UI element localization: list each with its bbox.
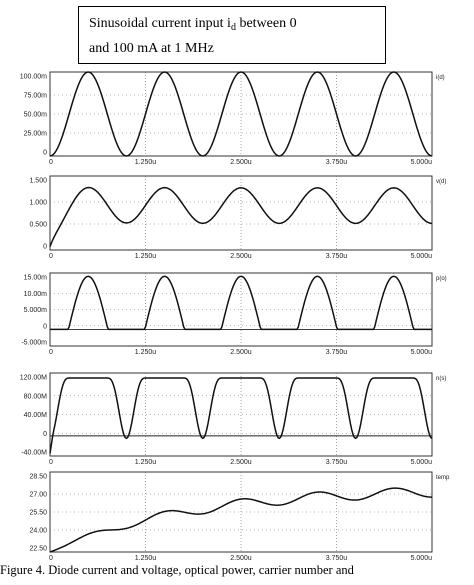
panel-1-ytick-4: 25.00m [24,131,48,138]
figure-caption: Figure 4. Diode current and voltage, opt… [0,563,354,577]
panel-4-ytick-1: 120.00M [20,375,47,382]
panel-3-xtick-2: 1.250u [135,349,157,356]
panel-2-xtick-5: 5.000u [411,253,433,260]
panel-3-corner-label: p(o) [436,276,447,282]
panel-3-xtick-4: 3.750u [326,349,348,356]
panel-5-ytick-2: 27.00 [29,492,47,499]
panel-3-xtick-5: 5.000u [411,349,433,356]
panel-3-ytick-2: 10.00m [24,291,48,298]
panel-1-waveform [49,71,433,157]
panel-1-ytick-2: 75.00m [24,93,48,100]
panel-1-xtick-4: 3.750u [326,159,348,166]
panel-3-waveform [50,275,432,331]
panel-5-corner-label: temp [436,475,450,481]
panel-5-ytick-3: 25.50 [29,510,47,517]
panel-1-ytick-1: 100.00m [20,74,47,81]
panel-2-ytick-3: 0.500 [29,222,47,229]
panel-1-xtick-3: 2.500u [230,159,252,166]
panel-4-xtick-4: 3.750u [326,459,348,466]
panel-5-xtick-3: 2.500u [230,555,252,560]
panel-5-ytick-4: 24.00 [29,528,47,535]
panel-4-waveform [49,377,433,454]
panel-2-ytick-2: 1.000 [29,200,47,207]
panel-3-ytick-5: -5.000m [21,340,47,347]
panel-3-ytick-4: 0 [43,323,47,330]
panel-5-xtick-4: 3.750u [326,555,348,560]
panel-5-xtick-1: 0 [49,555,53,560]
panel-4-xtick-3: 2.500u [230,459,252,466]
panel-4-xtick-1: 0 [49,459,53,466]
panel-4-xtick-2: 1.250u [135,459,157,466]
panel-5-xtick-5: 5.000u [411,555,433,560]
panel-2-xtick-3: 2.500u [230,253,252,260]
panel-1-xtick-2: 1.250u [135,159,157,166]
panel-3-xtick-3: 2.500u [230,349,252,356]
callout-text-3: and 100 mA at 1 MHz [89,41,214,56]
panel-4-ytick-4: 0 [43,431,47,438]
panel-2-xtick-1: 0 [49,253,53,260]
panel-2-xtick-2: 1.250u [135,253,157,260]
panel-4-ytick-5: -40.00M [21,450,47,457]
annotation-box: Sinusoidal current input id between 0 an… [78,6,386,64]
panel-2-ytick-4: 0 [43,244,47,251]
panel-3-xtick-1: 0 [49,349,53,356]
panel-4-ytick-3: 40.00M [24,412,48,419]
panel-5-ytick-5: 22.50 [29,546,47,553]
panel-1-ytick-3: 50.00m [24,112,48,119]
panel-1-xtick-1: 0 [49,159,53,166]
panel-3-ytick-3: 5.000m [24,307,48,314]
panel-2-corner-label: v(d) [436,179,446,185]
panel-2-xtick-4: 3.750u [326,253,348,260]
panel-2-ytick-1: 1.500 [29,178,47,185]
panel-3-ytick-1: 15.00m [24,275,48,282]
panel-4-ytick-2: 80.00M [24,393,48,400]
panel-1-corner-label: i(d) [436,75,445,81]
callout-subscript: d [230,22,236,33]
panel-2-waveform [49,186,433,247]
callout-text-1: Sinusoidal current input i [89,16,231,31]
panel-1-xtick-5: 5.000u [411,159,433,166]
callout-text-2: between 0 [235,16,297,31]
panel-5-ytick-1: 28.50 [29,474,47,481]
panel-5-xtick-2: 1.250u [135,555,157,560]
panel-1-ytick-5: 0 [43,150,47,157]
panel-4-corner-label: n(s) [436,376,446,382]
panel-5-waveform [49,487,433,553]
panel-4-xtick-5: 5.000u [411,459,433,466]
